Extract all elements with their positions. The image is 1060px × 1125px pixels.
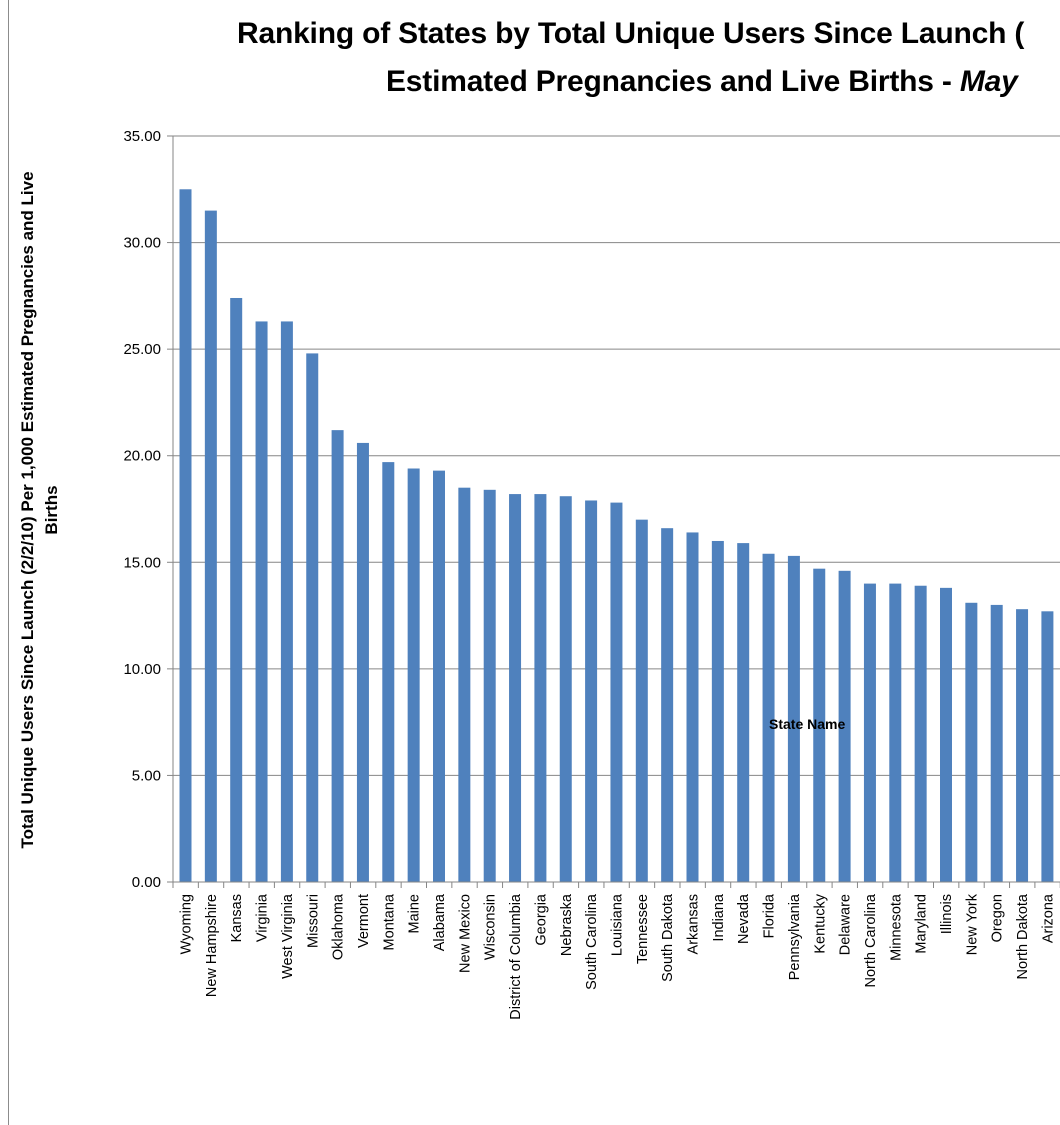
x-tick-label: South Carolina (584, 893, 600, 990)
x-tick-label: Oklahoma (331, 893, 347, 960)
x-tick-label: Wisconsin (483, 894, 499, 960)
x-tick-label: Kansas (229, 894, 245, 942)
bar-louisiana (610, 502, 623, 882)
x-tick-label: New York (964, 893, 980, 955)
x-tick-label: Arizona (1040, 893, 1056, 943)
x-tick-label: Illinois (939, 894, 955, 934)
chart-title: Ranking of States by Total Unique Users … (0, 0, 1060, 120)
x-tick-label: Vermont (356, 894, 372, 948)
bar-wyoming (179, 189, 192, 883)
bar-montana (382, 462, 395, 882)
axes (172, 136, 1060, 883)
bar-south-dakota (661, 528, 674, 882)
x-axis-ticks: Wyoming New Hampshire Kansas Virginia West V… (172, 882, 1060, 1020)
bar-west-virginia (280, 321, 293, 882)
bar-new-mexico (458, 487, 471, 882)
y-tick-label: 20.00 (123, 448, 161, 465)
bar-illinois (940, 587, 952, 882)
x-tick-label: Minnesota (888, 893, 904, 961)
chart-frame (8, 0, 1060, 1125)
x-tick-label: Missouri (305, 894, 321, 948)
x-tick-label: Nebraska (559, 893, 575, 956)
bar-new-york (965, 602, 978, 882)
x-tick-label: Pennsylvania (787, 893, 803, 980)
x-tick-label: North Carolina (863, 893, 879, 987)
y-tick-label: 10.00 (123, 661, 161, 678)
x-tick-label: Louisiana (609, 893, 625, 956)
bar-florida (762, 553, 775, 882)
x-tick-label: New Mexico (457, 894, 473, 973)
x-tick-label: Alabama (432, 893, 448, 951)
bar-north-dakota (1016, 609, 1029, 882)
x-tick-label: Virginia (255, 893, 271, 942)
bar-pennsylvania (787, 555, 800, 882)
bar-indiana (711, 540, 724, 882)
x-tick-label: North Dakota (1015, 893, 1031, 979)
chart-title-line-1: Ranking of States by Total Unique Users … (237, 17, 1025, 50)
y-tick-label: 35.00 (123, 128, 161, 145)
y-tick-label: 5.00 (132, 767, 161, 784)
bar-nebraska (559, 496, 572, 882)
x-tick-label: Arkansas (686, 894, 702, 954)
bar-oregon (990, 604, 1003, 882)
y-axis-ticks: 0.00 5.00 10.00 15.00 20.00 25.00 30.00 35.00 (123, 128, 173, 891)
bar-arkansas (686, 532, 699, 882)
x-tick-label: Delaware (838, 894, 854, 955)
x-tick-label: Maryland (914, 894, 930, 954)
bar-maryland (914, 585, 927, 882)
x-tick-label: Maine (407, 894, 423, 934)
bar-nevada (737, 543, 750, 882)
x-tick-label: South Dakota (660, 893, 676, 982)
bar-maine (407, 468, 420, 882)
bar-virginia (255, 321, 268, 882)
y-tick-label: 30.00 (123, 235, 161, 252)
bar-kansas (230, 297, 243, 882)
x-tick-label: Florida (762, 893, 778, 938)
x-tick-label: Tennessee (635, 894, 651, 964)
bar-new-hampshire (204, 210, 217, 883)
chart-title-line-2-prefix: Estimated Pregnancies and Live Births - (386, 65, 960, 98)
chart-title-line-2: Estimated Pregnancies and Live Births - … (386, 65, 1018, 99)
chart-title-line-2-emphasis: May (959, 65, 1018, 98)
bar-missouri (306, 353, 319, 882)
bar-alabama (433, 470, 445, 882)
bar-south-carolina (585, 500, 598, 882)
x-tick-label: Montana (381, 893, 397, 950)
bar-kentucky (813, 568, 826, 882)
bar-georgia (534, 494, 547, 882)
bar-wisconsin (483, 489, 496, 882)
x-tick-label: Nevada (736, 893, 752, 944)
x-tick-label: Oregon (990, 894, 1006, 942)
x-axis-label: State Name (769, 716, 846, 732)
bar-delaware (838, 570, 851, 882)
x-tick-label: New Hampshire (204, 894, 220, 997)
bar-north-carolina (863, 583, 876, 882)
bars (179, 189, 1054, 883)
y-tick-label: 15.00 (123, 554, 161, 571)
x-tick-label: Wyoming (179, 894, 195, 954)
x-tick-label: District of Columbia (508, 893, 524, 1020)
bar-vermont (356, 442, 369, 882)
bar-tennessee (635, 519, 648, 882)
bar-arizona (1041, 611, 1054, 882)
bar-district-of-columbia (509, 494, 522, 882)
x-tick-label: Indiana (711, 893, 727, 942)
bar-minnesota (889, 583, 902, 882)
x-tick-label: Kentucky (812, 893, 828, 953)
x-tick-label: West Virginia (280, 893, 296, 979)
x-tick-label: Georgia (533, 893, 549, 946)
y-tick-label: 25.00 (123, 341, 161, 358)
bar-oklahoma (331, 430, 344, 882)
y-tick-label: 0.00 (132, 874, 161, 891)
